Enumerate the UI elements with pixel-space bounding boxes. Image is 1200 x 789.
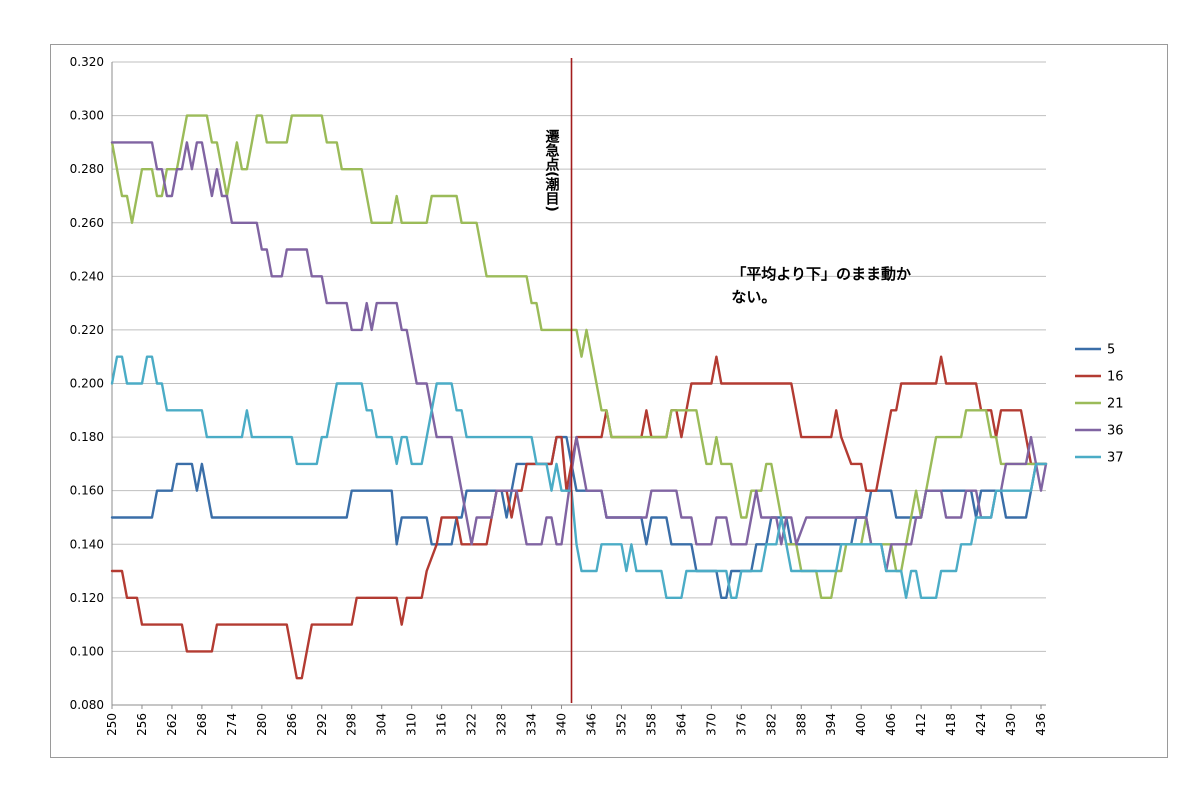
x-tick-label-316: 316 xyxy=(435,713,449,736)
y-tick-label-0.220: 0.220 xyxy=(70,323,104,337)
series-lines xyxy=(110,114,1048,680)
x-tick-label-418: 418 xyxy=(944,713,958,736)
x-tick-label-412: 412 xyxy=(914,713,928,736)
x-tick-label-334: 334 xyxy=(525,713,539,736)
y-tick-label-0.260: 0.260 xyxy=(70,216,104,230)
x-tick-label-256: 256 xyxy=(135,713,149,736)
x-tick-label-424: 424 xyxy=(974,713,988,736)
legend-label-36: 36 xyxy=(1107,424,1124,439)
series-line-36 xyxy=(110,141,1048,573)
x-tick-label-382: 382 xyxy=(764,713,778,736)
x-tick-label-274: 274 xyxy=(225,713,239,736)
y-tick-label-0.100: 0.100 xyxy=(70,644,104,658)
y-tick-label-0.280: 0.280 xyxy=(70,162,104,176)
x-tick-label-430: 430 xyxy=(1004,713,1018,736)
x-tick-label-370: 370 xyxy=(704,713,718,736)
x-tick-label-286: 286 xyxy=(285,713,299,736)
legend-label-5: 5 xyxy=(1107,343,1115,358)
x-tick-label-400: 400 xyxy=(854,713,868,736)
x-tick-label-322: 322 xyxy=(465,713,479,736)
x-tick-label-376: 376 xyxy=(734,713,748,736)
x-tick-label-358: 358 xyxy=(644,713,658,736)
y-tick-label-0.080: 0.080 xyxy=(70,698,104,712)
x-tick-label-280: 280 xyxy=(255,713,269,736)
annotation-line-2: ない。 xyxy=(731,288,776,306)
y-tick-label-0.320: 0.320 xyxy=(70,55,104,69)
axes xyxy=(111,62,1046,709)
annotation-line-1: 「平均より下」のまま動か xyxy=(731,265,911,283)
vertical-marker-label: 遷急点(潮目) xyxy=(544,129,560,212)
x-tick-label-340: 340 xyxy=(555,713,569,736)
vertical-marker: 遷急点(潮目) xyxy=(544,58,573,703)
x-tick-label-388: 388 xyxy=(794,713,808,736)
x-tick-label-346: 346 xyxy=(584,713,598,736)
series-line-5 xyxy=(110,435,1048,599)
x-tick-label-436: 436 xyxy=(1034,713,1048,736)
series-line-16 xyxy=(110,355,1048,680)
legend-label-16: 16 xyxy=(1107,370,1124,385)
y-tick-label-0.120: 0.120 xyxy=(70,591,104,605)
series-line-37 xyxy=(110,355,1048,599)
x-tick-label-298: 298 xyxy=(345,713,359,736)
x-tick-label-406: 406 xyxy=(884,713,898,736)
y-axis-ticks: 0.080 0.100 0.120 0.140 0.160 0.180 0.200 0.220… xyxy=(70,55,104,712)
x-tick-label-268: 268 xyxy=(195,713,209,736)
series-line-21 xyxy=(110,114,1048,599)
x-tick-label-292: 292 xyxy=(315,713,329,736)
y-tick-label-0.240: 0.240 xyxy=(70,269,104,283)
x-tick-label-262: 262 xyxy=(165,713,179,736)
y-tick-label-0.200: 0.200 xyxy=(70,377,104,391)
x-tick-label-352: 352 xyxy=(614,713,628,736)
y-tick-label-0.160: 0.160 xyxy=(70,484,104,498)
y-tick-label-0.180: 0.180 xyxy=(70,430,104,444)
chart-frame: 0.080 0.100 0.120 0.140 0.160 0.180 0.200 0.220… xyxy=(50,44,1168,758)
x-tick-label-310: 310 xyxy=(405,713,419,736)
x-tick-label-250: 250 xyxy=(105,713,119,736)
x-axis-ticks: 250 256 262 268 274 280 286 292 298 304 310 316 322 3… xyxy=(105,713,1048,736)
annotation: 「平均より下」のまま動か ない。 xyxy=(731,265,911,306)
x-tick-label-364: 364 xyxy=(674,713,688,736)
legend-label-37: 37 xyxy=(1107,451,1124,466)
y-tick-label-0.140: 0.140 xyxy=(70,537,104,551)
x-tick-label-328: 328 xyxy=(495,713,509,736)
legend-label-21: 21 xyxy=(1107,397,1124,412)
legend: 5 16 21 36 37 xyxy=(1075,343,1124,466)
x-tick-label-394: 394 xyxy=(824,713,838,736)
line-chart: 0.080 0.100 0.120 0.140 0.160 0.180 0.200 0.220… xyxy=(70,55,1124,736)
x-tick-label-304: 304 xyxy=(375,713,389,736)
y-tick-label-0.300: 0.300 xyxy=(70,109,104,123)
